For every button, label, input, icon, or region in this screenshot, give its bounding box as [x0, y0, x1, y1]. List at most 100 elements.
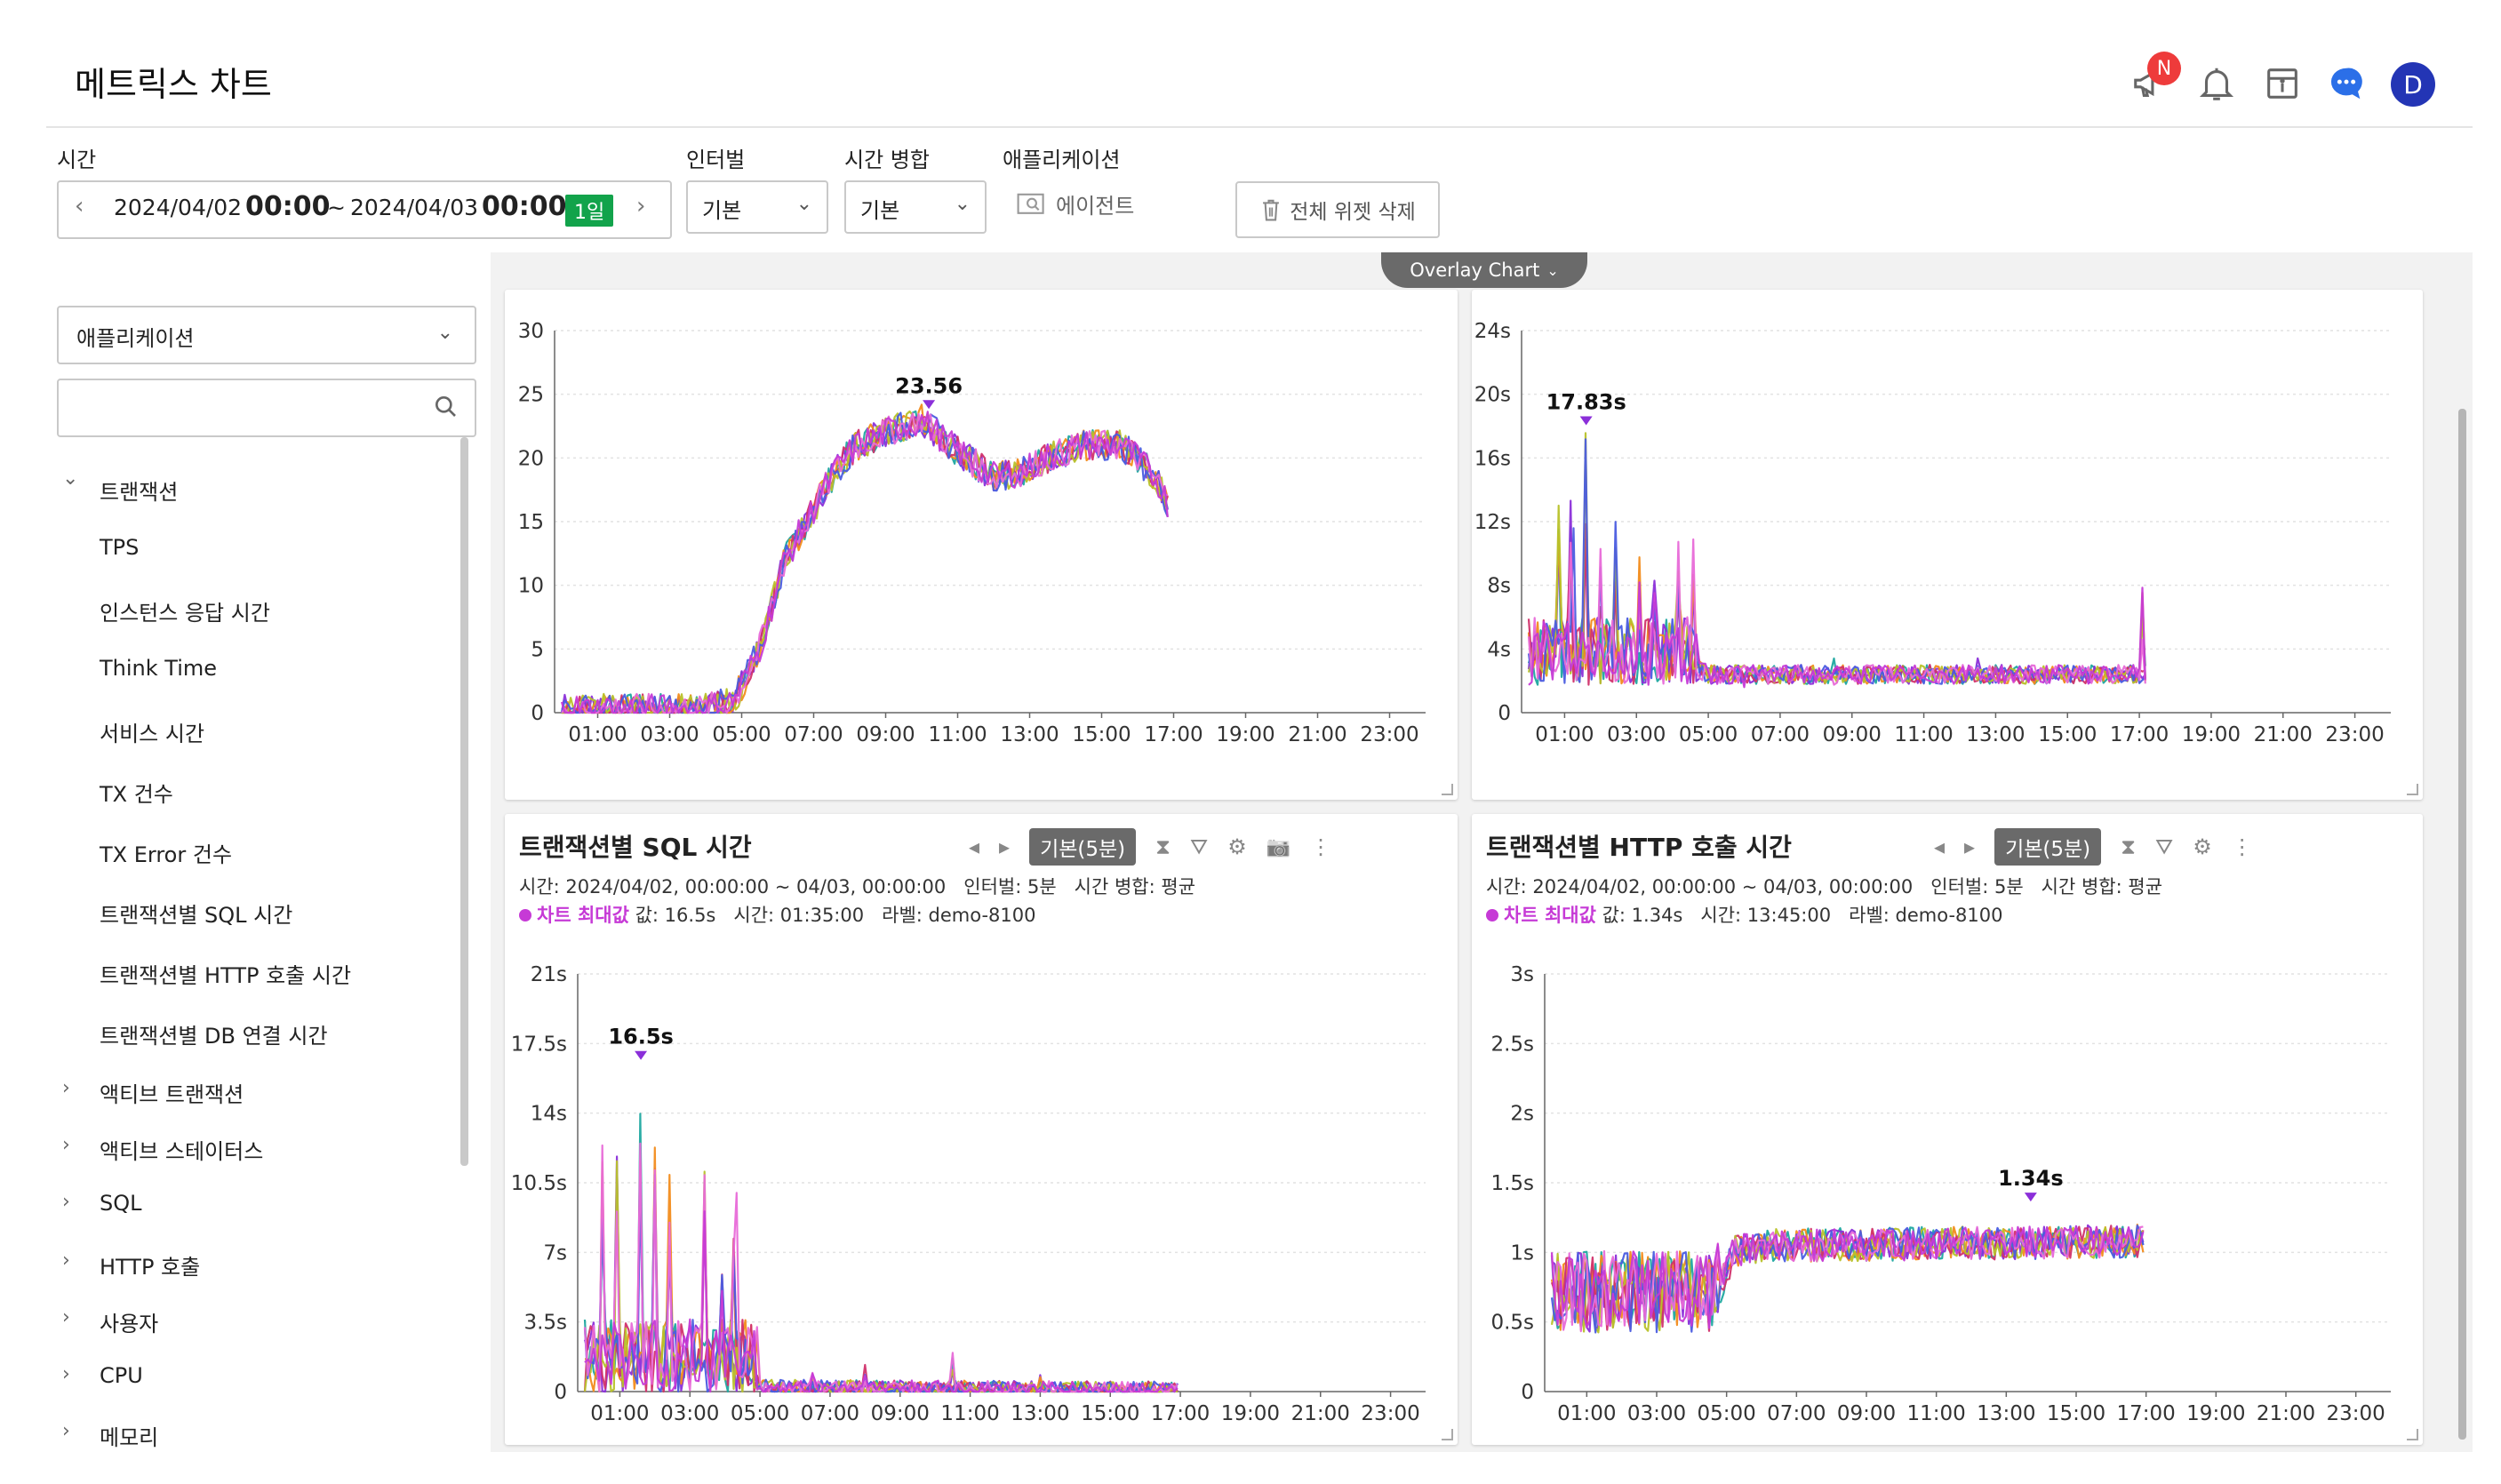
- series-line: [562, 410, 1169, 714]
- y-tick-label: 3s: [1510, 963, 1534, 986]
- hourglass-icon[interactable]: ⧗: [2121, 834, 2137, 859]
- tree-group-item[interactable]: › SQL: [62, 1191, 142, 1216]
- metrics-sidebar: [46, 252, 491, 1452]
- tree-item-label: 액티브 트랜잭션: [100, 1082, 244, 1107]
- interval-badge[interactable]: 기본(5분): [1029, 828, 1137, 866]
- gear-icon[interactable]: ⚙: [2193, 834, 2212, 859]
- tree-metric-item[interactable]: 트랜잭션별 DB 연결 시간: [100, 1024, 328, 1049]
- interval-badge[interactable]: 기본(5분): [1994, 828, 2102, 866]
- resize-handle-icon: [1442, 1429, 1453, 1440]
- x-tick-label: 23:00: [1360, 723, 1418, 746]
- prev-icon[interactable]: ◂: [969, 834, 980, 859]
- y-tick-label: 1.5s: [1490, 1172, 1534, 1195]
- gear-icon[interactable]: ⚙: [1227, 834, 1247, 859]
- y-tick-label: 20s: [1474, 384, 1511, 407]
- panel-icon[interactable]: [2257, 59, 2307, 108]
- x-tick-label: 01:00: [568, 723, 627, 746]
- x-tick-label: 09:00: [1837, 1402, 1896, 1425]
- line-chart[interactable]: 0 3.5s 7s 10.5s 14s 17.5s 21s 01:00 03:00 05:00 07…: [505, 814, 1458, 1445]
- metric-search-input[interactable]: [57, 379, 476, 437]
- tree-metric-item[interactable]: Think Time: [100, 656, 218, 681]
- delete-all-widgets-button[interactable]: 전체 위젯 삭제: [1235, 181, 1440, 238]
- x-tick-label: 17:00: [2117, 1402, 2176, 1425]
- y-tick-label: 2s: [1510, 1103, 1534, 1126]
- tree-metric-item[interactable]: TPS: [100, 535, 140, 560]
- line-chart[interactable]: 0 4s 8s 12s 16s 20s 24s 01:00 03:00 05:00 07:00 09:…: [1472, 290, 2423, 800]
- x-tick-label: 09:00: [856, 723, 915, 746]
- hourglass-icon[interactable]: ⧗: [1155, 834, 1171, 859]
- y-tick-label: 16s: [1474, 447, 1511, 470]
- sidebar-scrollbar[interactable]: [460, 437, 468, 1166]
- chevron-down-icon: ⌄: [954, 193, 971, 215]
- next-icon[interactable]: ▸: [1964, 834, 1976, 859]
- overlay-chart-label: Overlay Chart: [1410, 259, 1540, 281]
- bell-icon[interactable]: [2192, 59, 2241, 108]
- filter-icon[interactable]: ⛛: [2155, 834, 2174, 859]
- time-range-picker[interactable]: ‹ 2024/04/02 00:00 ~ 2024/04/03 00:00 1일…: [57, 180, 672, 239]
- x-tick-label: 21:00: [2257, 1402, 2315, 1425]
- application-select-value: 애플리케이션: [76, 326, 195, 351]
- chevron-down-icon: ⌄: [795, 193, 812, 215]
- chart-max-legend[interactable]: 차트 최대값 값: 1.34s 시간: 13:45:00 라벨: demo-81…: [1486, 901, 2002, 928]
- max-value-label: 23.56: [895, 373, 963, 398]
- x-tick-label: 03:00: [640, 723, 699, 746]
- tree-metric-item[interactable]: 트랜잭션별 SQL 시간: [100, 903, 293, 928]
- tree-group-item[interactable]: ⌄ 트랜잭션: [62, 467, 178, 506]
- more-icon[interactable]: ⋮: [2231, 834, 2253, 859]
- next-icon[interactable]: ›: [636, 193, 646, 219]
- tree-group-item[interactable]: › CPU: [62, 1363, 143, 1388]
- x-tick-label: 19:00: [2182, 723, 2241, 746]
- tree-metric-item[interactable]: 트랜잭션별 HTTP 호출 시간: [100, 963, 352, 988]
- overlay-chart-toggle[interactable]: Overlay Chart ⌄: [1381, 252, 1587, 288]
- x-tick-label: 19:00: [1216, 723, 1274, 746]
- line-chart[interactable]: 0 0.5s 1s 1.5s 2s 2.5s 3s 01:00 03:00 05:00 07:00 0…: [1472, 814, 2423, 1445]
- chart-max-legend[interactable]: 차트 최대값 값: 16.5s 시간: 01:35:00 라벨: demo-81…: [519, 901, 1035, 928]
- prev-icon[interactable]: ◂: [1934, 834, 1946, 859]
- page-title: 메트릭스 차트: [75, 65, 272, 104]
- megaphone-icon[interactable]: [2126, 59, 2176, 108]
- tree-group-item[interactable]: › 메모리: [62, 1420, 158, 1451]
- y-tick-label: 10: [518, 575, 544, 598]
- x-tick-label: 09:00: [1823, 723, 1882, 746]
- x-tick-label: 05:00: [712, 723, 771, 746]
- interval-select[interactable]: 기본 ⌄: [686, 180, 828, 234]
- prev-icon[interactable]: ‹: [75, 193, 84, 219]
- panel-meta: 시간: 2024/04/02, 00:00:00 ~ 04/03, 00:00:…: [519, 876, 1196, 898]
- tree-metric-item[interactable]: 인스턴스 응답 시간: [100, 601, 270, 626]
- filter-icon[interactable]: ⛛: [1190, 834, 1209, 859]
- more-icon[interactable]: ⋮: [1310, 834, 1332, 859]
- agent-label: 에이전트: [1056, 194, 1135, 219]
- x-tick-label: 07:00: [1751, 723, 1810, 746]
- dashboard-scrollbar[interactable]: [2458, 409, 2466, 1440]
- line-chart[interactable]: 0 5 10 15 20 25 30 01:00 03:00 05:00 07:00 09:00 11:…: [505, 290, 1458, 800]
- next-icon[interactable]: ▸: [999, 834, 1011, 859]
- series-line: [584, 1210, 1179, 1393]
- tree-metric-item[interactable]: 서비스 시간: [100, 722, 205, 746]
- max-value-label: 16.5s: [608, 1025, 674, 1049]
- y-tick-label: 17.5s: [511, 1033, 567, 1056]
- x-tick-label: 23:00: [2325, 723, 2384, 746]
- x-tick-label: 17:00: [1151, 1402, 1210, 1425]
- tree-group-item[interactable]: › 사용자: [62, 1306, 158, 1337]
- avatar[interactable]: D: [2391, 62, 2435, 107]
- application-select[interactable]: 애플리케이션 ⌄: [57, 306, 476, 364]
- tree-metric-item[interactable]: TX 건수: [100, 782, 173, 807]
- agent-button[interactable]: 에이전트: [1017, 188, 1134, 219]
- chevron-right-icon: ›: [62, 1077, 70, 1099]
- x-tick-label: 17:00: [1144, 723, 1203, 746]
- series-line: [560, 416, 1169, 714]
- time-separator: ~: [327, 195, 346, 220]
- tree-group-item[interactable]: › 액티브 트랜잭션: [62, 1077, 244, 1108]
- tree-group-item[interactable]: › 액티브 스테이터스: [62, 1134, 263, 1165]
- merge-select[interactable]: 기본 ⌄: [844, 180, 987, 234]
- tree-metric-item[interactable]: TX Error 건수: [100, 842, 233, 867]
- tree-group-item[interactable]: › HTTP 호출: [62, 1249, 200, 1281]
- camera-icon[interactable]: 📷: [1266, 835, 1291, 858]
- chat-icon[interactable]: [2321, 59, 2371, 108]
- y-tick-label: 0: [1498, 702, 1511, 725]
- chevron-right-icon: ›: [62, 1134, 70, 1156]
- y-tick-label: 7s: [543, 1241, 567, 1265]
- period-badge[interactable]: 1일: [565, 195, 614, 227]
- x-tick-label: 15:00: [2047, 1402, 2105, 1425]
- series-line: [1528, 581, 2146, 689]
